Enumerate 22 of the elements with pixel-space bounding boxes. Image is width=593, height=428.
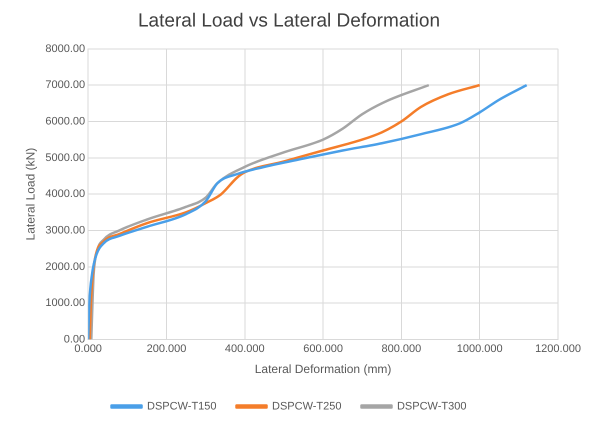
y-axis-title: Lateral Load (kN) (24, 148, 38, 240)
y-tick-label: 5000.00 (45, 152, 86, 164)
x-tick-label: 200.000 (146, 343, 186, 356)
y-tick-label: 2000.00 (45, 260, 86, 273)
x-axis-title: Lateral Deformation (mm) (254, 362, 392, 376)
legend-label: DSPCW-T150 (147, 400, 217, 413)
x-tick-label: 1000.000 (456, 343, 503, 356)
legend-label: DSPCW-T250 (272, 400, 342, 413)
y-tick-label: 1000.00 (45, 297, 86, 310)
y-tick-label: 4000.00 (45, 188, 86, 200)
y-tick-label: 7000.00 (45, 79, 86, 92)
y-tick-label: 0.00 (64, 333, 86, 346)
chart-title: Lateral Load vs Lateral Deformation (138, 10, 440, 32)
x-tick-label: 1200.000 (535, 343, 581, 356)
x-tick-label: 600.000 (303, 343, 343, 356)
y-tick-label: 3000.00 (45, 224, 86, 236)
y-tick-label: 8000.00 (45, 42, 86, 55)
x-tick-label: 0.000 (74, 343, 102, 356)
legend-label: DSPCW-T300 (396, 400, 466, 413)
x-tick-label: 800.000 (382, 343, 422, 356)
y-tick-label: 6000.00 (45, 115, 86, 128)
x-tick-label: 400.000 (224, 343, 265, 356)
